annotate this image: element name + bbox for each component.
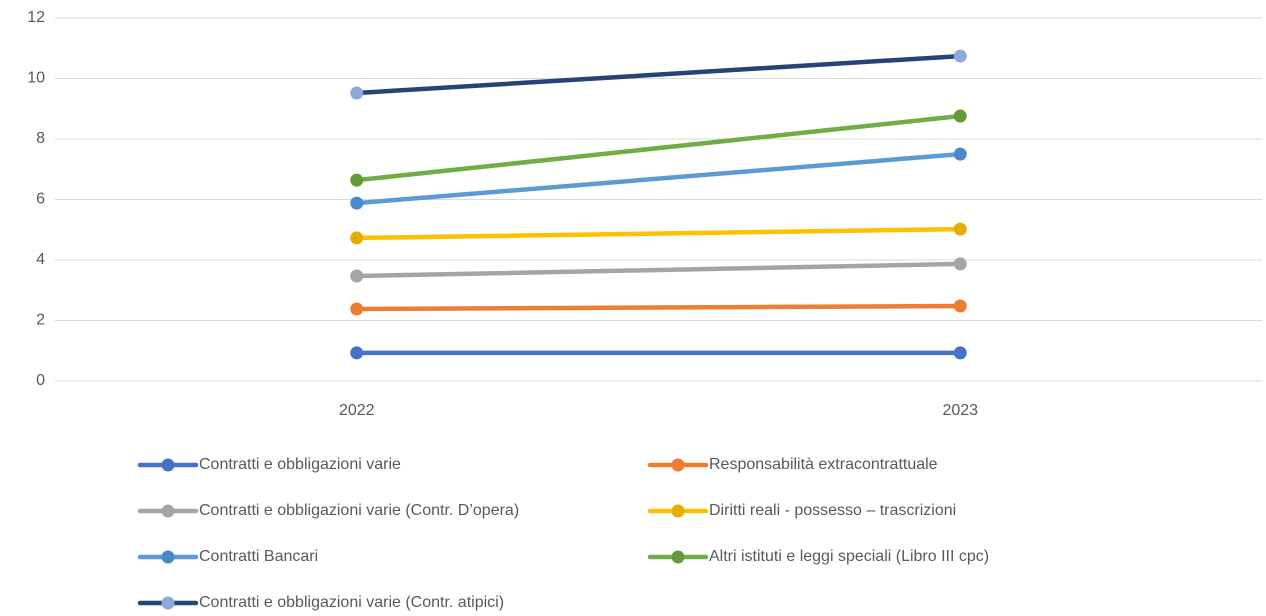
y-tick-label: 4 bbox=[36, 251, 45, 268]
legend-label: Contratti e obbligazioni varie (Contr. a… bbox=[199, 594, 504, 611]
y-tick-label: 10 bbox=[27, 70, 45, 87]
data-point bbox=[953, 299, 967, 313]
data-point bbox=[350, 346, 364, 360]
series-line bbox=[354, 303, 963, 312]
legend-marker bbox=[671, 458, 685, 472]
legend-label: Diritti reali - possesso – trascrizioni bbox=[709, 502, 956, 519]
data-point bbox=[953, 222, 967, 236]
data-point bbox=[350, 231, 364, 245]
legend-marker bbox=[671, 550, 685, 564]
legend-label: Contratti e obbligazioni varie bbox=[199, 456, 401, 473]
y-tick-label: 8 bbox=[36, 130, 45, 147]
data-point bbox=[350, 196, 364, 210]
legend-label: Altri istituti e leggi speciali (Libro I… bbox=[709, 548, 989, 565]
data-point bbox=[953, 109, 967, 123]
legend-label: Contratti e obbligazioni varie (Contr. D… bbox=[199, 502, 519, 519]
series-line bbox=[354, 261, 963, 279]
series-line bbox=[354, 53, 963, 96]
legend-marker bbox=[161, 504, 175, 518]
legend-label: Responsabilità extracontrattuale bbox=[709, 456, 938, 473]
legend-marker bbox=[161, 596, 175, 610]
y-tick-label: 0 bbox=[36, 372, 45, 389]
data-point bbox=[953, 49, 967, 63]
legend-marker bbox=[161, 458, 175, 472]
data-point bbox=[350, 269, 364, 283]
series-line bbox=[354, 226, 963, 241]
x-tick-label: 2023 bbox=[942, 402, 978, 419]
legend-label: Contratti Bancari bbox=[199, 548, 318, 565]
data-point bbox=[953, 147, 967, 161]
y-tick-label: 12 bbox=[27, 9, 45, 26]
data-point bbox=[350, 86, 364, 100]
x-tick-label: 2022 bbox=[339, 402, 375, 419]
y-tick-label: 2 bbox=[36, 312, 45, 329]
data-point bbox=[953, 257, 967, 271]
data-point bbox=[953, 346, 967, 360]
legend-marker bbox=[671, 504, 685, 518]
legend-marker bbox=[161, 550, 175, 564]
series-line bbox=[354, 151, 963, 206]
y-tick-label: 6 bbox=[36, 191, 45, 208]
data-point bbox=[350, 173, 364, 187]
series-line bbox=[354, 113, 963, 183]
data-point bbox=[350, 302, 364, 316]
